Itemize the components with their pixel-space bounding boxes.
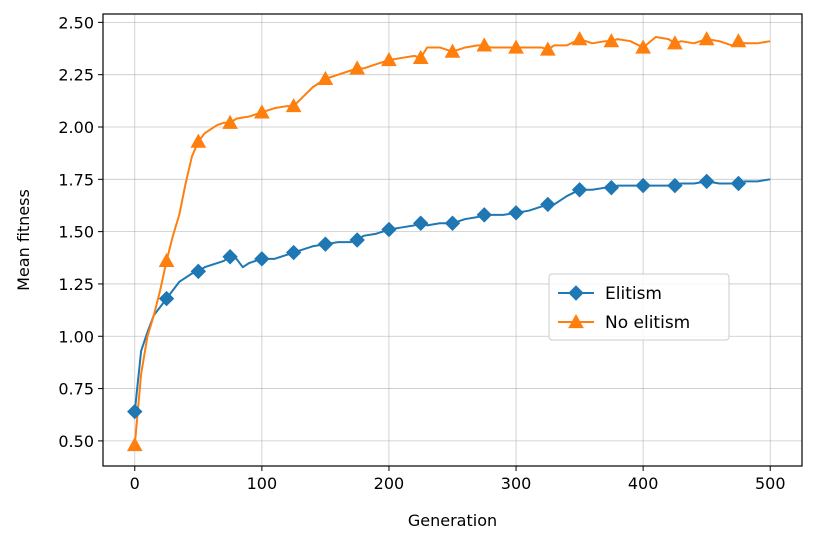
series-1-marker <box>539 41 556 56</box>
series-0-marker <box>381 221 397 238</box>
series-1-marker <box>254 104 270 119</box>
y-tick-label: 1.50 <box>58 223 94 242</box>
series-lines <box>133 36 771 446</box>
legend-marker-0 <box>568 285 584 301</box>
series-0-marker <box>444 215 461 231</box>
y-tick-label: 2.25 <box>58 66 94 85</box>
series-0-marker <box>158 290 175 307</box>
series-0-marker <box>317 236 334 252</box>
x-tick-label: 400 <box>628 474 659 493</box>
x-axis-ticks: 0 100 200 300 400 500 <box>130 466 786 493</box>
series-0-marker <box>730 175 747 192</box>
series-1-marker <box>571 31 588 46</box>
series-1-marker <box>730 33 747 48</box>
series-1-marker <box>158 252 175 268</box>
series-0-marker <box>349 232 365 248</box>
legend: Elitism No elitism <box>548 273 730 341</box>
grid-lines <box>103 14 802 466</box>
series-0-marker <box>508 205 524 221</box>
series-1-marker <box>476 37 493 52</box>
x-tick-label: 300 <box>501 474 532 493</box>
series-0-marker <box>190 263 207 280</box>
plot-frame <box>102 13 803 467</box>
series-1-marker <box>126 437 143 452</box>
series-1-marker <box>190 133 207 148</box>
series-1-marker <box>635 39 651 54</box>
y-tick-label: 2.50 <box>58 13 94 32</box>
series-line-0 <box>133 178 771 412</box>
series-0-marker <box>635 177 651 194</box>
y-tick-label: 1.25 <box>58 275 94 294</box>
legend-label-0: Elitism <box>605 284 662 304</box>
series-1-marker <box>603 33 620 48</box>
series-1-marker <box>444 43 461 58</box>
x-tick-label: 500 <box>755 474 786 493</box>
series-markers <box>126 31 747 452</box>
series-0-marker <box>222 249 238 265</box>
series-1-marker <box>667 35 683 50</box>
series-0-marker <box>285 244 302 261</box>
series-line-1 <box>133 36 771 446</box>
series-0-marker <box>540 196 556 213</box>
series-0-marker <box>413 215 429 231</box>
y-axis-label: Mean fitness <box>14 189 33 291</box>
series-0-marker <box>667 177 683 194</box>
y-axis-ticks: 0.50 0.75 1.00 1.25 1.50 1.75 2.00 2.25 2.50 <box>58 13 103 451</box>
x-tick-label: 100 <box>247 474 278 493</box>
series-1-marker <box>698 31 715 46</box>
series-1-marker <box>508 39 524 54</box>
series-1-marker <box>222 114 238 129</box>
y-tick-label: 1.00 <box>58 327 94 346</box>
series-0-marker <box>127 403 143 420</box>
series-1-marker <box>381 52 397 67</box>
y-tick-label: 0.50 <box>58 432 94 451</box>
series-1-marker <box>412 49 429 65</box>
series-1-marker <box>349 60 366 75</box>
legend-marker-1 <box>568 313 584 329</box>
x-axis-label: Generation <box>408 511 497 530</box>
series-1-marker <box>317 70 334 85</box>
x-tick-label: 0 <box>130 474 140 493</box>
series-0-marker <box>571 182 588 198</box>
y-tick-label: 1.75 <box>58 170 94 189</box>
series-0-marker <box>603 179 620 196</box>
y-tick-label: 2.00 <box>58 118 94 137</box>
legend-box <box>548 273 730 341</box>
series-0-marker <box>698 173 715 190</box>
series-0-marker <box>254 251 270 267</box>
legend-label-1: No elitism <box>605 313 690 333</box>
y-tick-label: 0.75 <box>58 380 94 399</box>
series-1-marker <box>285 98 302 113</box>
x-tick-label: 200 <box>374 474 405 493</box>
series-0-marker <box>476 207 492 223</box>
